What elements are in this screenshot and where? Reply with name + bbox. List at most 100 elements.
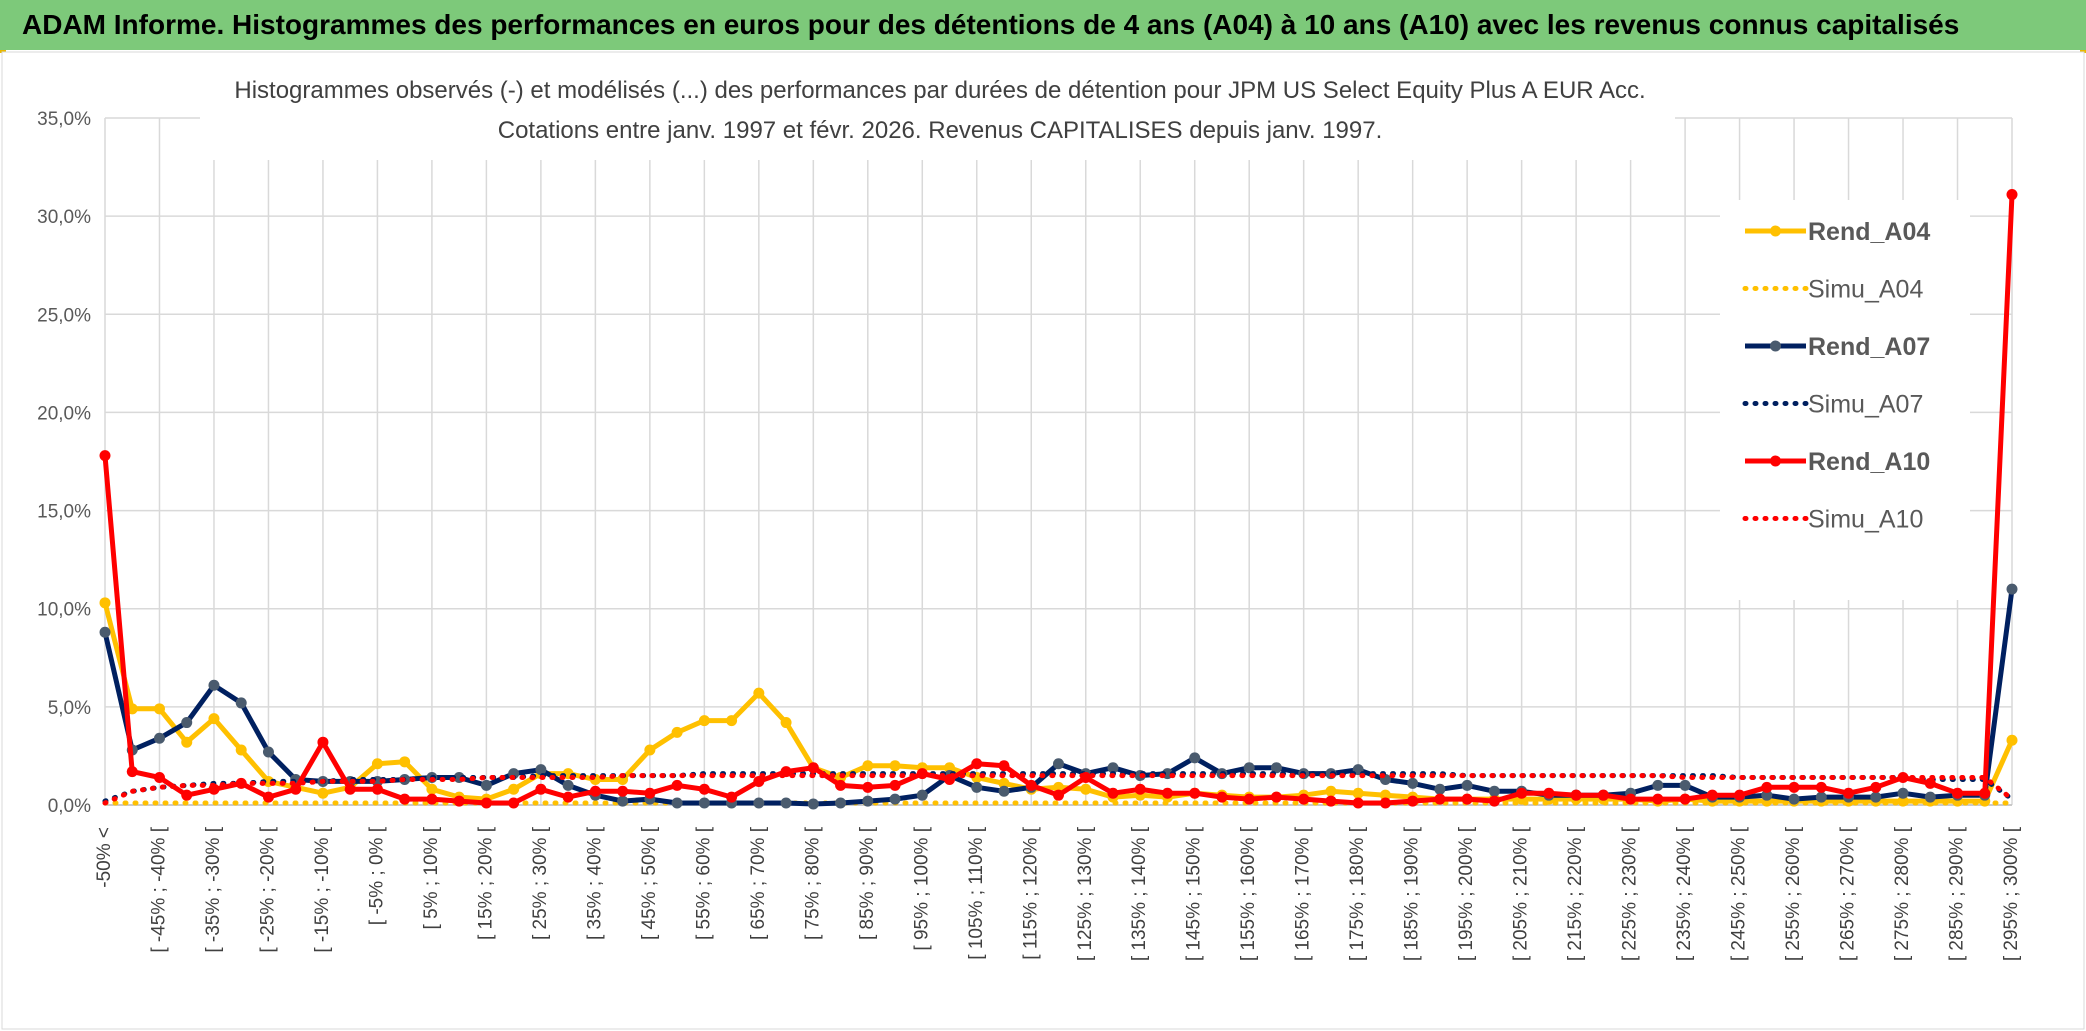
data-point-rend-a07 [753,797,765,809]
data-point-rend-a07 [1897,787,1909,799]
data-point-rend-a07 [671,797,683,809]
data-point-rend-a10 [1434,793,1446,805]
data-point-rend-a07 [235,697,247,709]
x-tick-label: [ 295% ; 300% [ [2001,826,2022,961]
data-point-rend-a10 [1053,789,1064,801]
data-point-rend-a10 [671,779,683,791]
data-point-rend-a10 [726,791,738,803]
data-point-rend-a07 [698,797,710,809]
data-point-rend-a04 [1352,787,1364,799]
legend-label-simu-a04: Simu_A04 [1808,276,1923,304]
data-point-rend-a10 [1706,789,1718,801]
y-tick-label: 25,0% [37,305,91,326]
page-title: ADAM Informe. Histogrammes des performan… [22,9,1960,40]
x-tick-label: [ -15% ; -10% [ [312,826,333,952]
data-point-rend-a04 [698,715,710,727]
x-tick-label: [ 195% ; 200% [ [1456,826,1477,961]
data-point-rend-a10 [1679,793,1691,805]
data-point-rend-a04 [235,744,247,756]
data-point-rend-a10 [1843,787,1855,799]
data-point-rend-a10 [1870,781,1882,793]
data-point-rend-a10 [1952,787,1964,799]
data-point-rend-a10 [1243,793,1255,805]
x-tick-label: [ 245% ; 250% [ [1729,826,1750,961]
data-point-rend-a10 [1134,783,1146,795]
data-point-rend-a07 [1270,762,1282,774]
x-tick-label: [ 265% ; 270% [ [1838,826,1859,961]
data-point-rend-a07 [1870,791,1882,803]
data-point-rend-a07 [99,626,111,638]
data-point-rend-a10 [1979,787,1991,799]
data-point-rend-a04 [1325,785,1337,797]
data-point-rend-a10 [426,793,438,805]
x-tick-label: [ 105% ; 110% [ [966,826,987,959]
data-point-rend-a10 [1216,791,1228,803]
data-point-rend-a10 [508,797,520,809]
data-point-rend-a10 [2006,189,2018,201]
x-tick-label: [ 175% ; 180% [ [1347,826,1368,961]
data-point-rend-a07 [562,779,574,791]
data-point-rend-a04 [644,744,656,756]
data-point-rend-a07 [153,732,165,744]
legend-label-simu-a07: Simu_A07 [1808,391,1923,419]
data-point-rend-a07 [998,785,1010,797]
data-point-rend-a10 [344,783,356,795]
y-tick-label: 35,0% [37,109,91,130]
data-point-rend-a04 [99,597,111,609]
x-tick-label: [ 55% ; 60% [ [693,826,714,940]
y-tick-label: 30,0% [37,207,91,228]
data-point-rend-a10 [1379,797,1391,809]
data-point-rend-a10 [290,783,302,795]
x-tick-label: [ 165% ; 170% [ [1293,826,1314,961]
x-tick-label: [ 35% ; 40% [ [584,826,605,940]
data-point-rend-a10 [644,787,656,799]
data-point-rend-a10 [1516,787,1528,799]
data-point-rend-a07 [835,797,847,809]
data-point-rend-a07 [2006,583,2018,595]
data-point-rend-a10 [153,772,165,784]
data-point-rend-a04 [181,736,193,748]
data-point-rend-a07 [1761,789,1773,801]
data-point-rend-a07 [1434,783,1446,795]
data-point-rend-a10 [535,783,547,795]
x-tick-label: [ 25% ; 30% [ [530,826,551,940]
data-point-rend-a10 [480,797,492,809]
legend-backdrop [1720,200,1970,600]
x-tick-label: [ 135% ; 140% [ [1129,826,1150,961]
data-point-rend-a10 [617,785,629,797]
legend-marker-rend-a07 [1770,340,1781,352]
data-point-rend-a04 [944,762,956,774]
x-tick-label: [ -45% ; -40% [ [149,826,170,952]
data-point-rend-a07 [1053,758,1064,770]
data-point-rend-a04 [726,715,738,727]
histogram-chart: 0,0% 5,0% 10,0% 15,0% 20,0% 25,0% 30,0% 35,0% -5… [1,51,2085,1030]
x-tick-label: [ 15% ; 20% [ [475,826,496,940]
data-point-rend-a04 [208,713,220,725]
data-point-rend-a07 [1243,762,1255,774]
data-point-rend-a10 [1161,787,1173,799]
x-tick-label: [ 155% ; 160% [ [1238,826,1259,961]
data-point-rend-a04 [1053,781,1064,793]
data-point-rend-a10 [262,791,274,803]
data-point-rend-a04 [862,760,874,772]
data-point-rend-a10 [589,785,601,797]
data-point-rend-a10 [1815,781,1827,793]
x-tick-label: -50% < [94,827,115,888]
x-tick-label: [ 235% ; 240% [ [1674,826,1695,961]
data-point-rend-a07 [1488,785,1500,797]
x-tick-label: [ 205% ; 210% [ [1511,826,1532,961]
data-point-rend-a10 [889,779,901,791]
data-point-rend-a10 [1352,797,1364,809]
data-point-rend-a10 [1543,787,1555,799]
chart-subtitle: Cotations entre janv. 1997 et févr. 2026… [498,117,1383,144]
x-tick-label: [ 65% ; 70% [ [748,826,769,940]
data-point-rend-a10 [807,762,819,774]
x-tick-label: [ 255% ; 260% [ [1783,826,1804,961]
data-point-rend-a10 [998,760,1010,772]
chart-title: Histogrammes observés (-) et modélisés (… [234,77,1645,104]
x-tick-label: [ 125% ; 130% [ [1075,826,1096,961]
title-backdrop [200,56,1675,160]
data-point-rend-a10 [835,779,847,791]
data-point-rend-a10 [1461,793,1473,805]
data-point-rend-a10 [1270,791,1282,803]
